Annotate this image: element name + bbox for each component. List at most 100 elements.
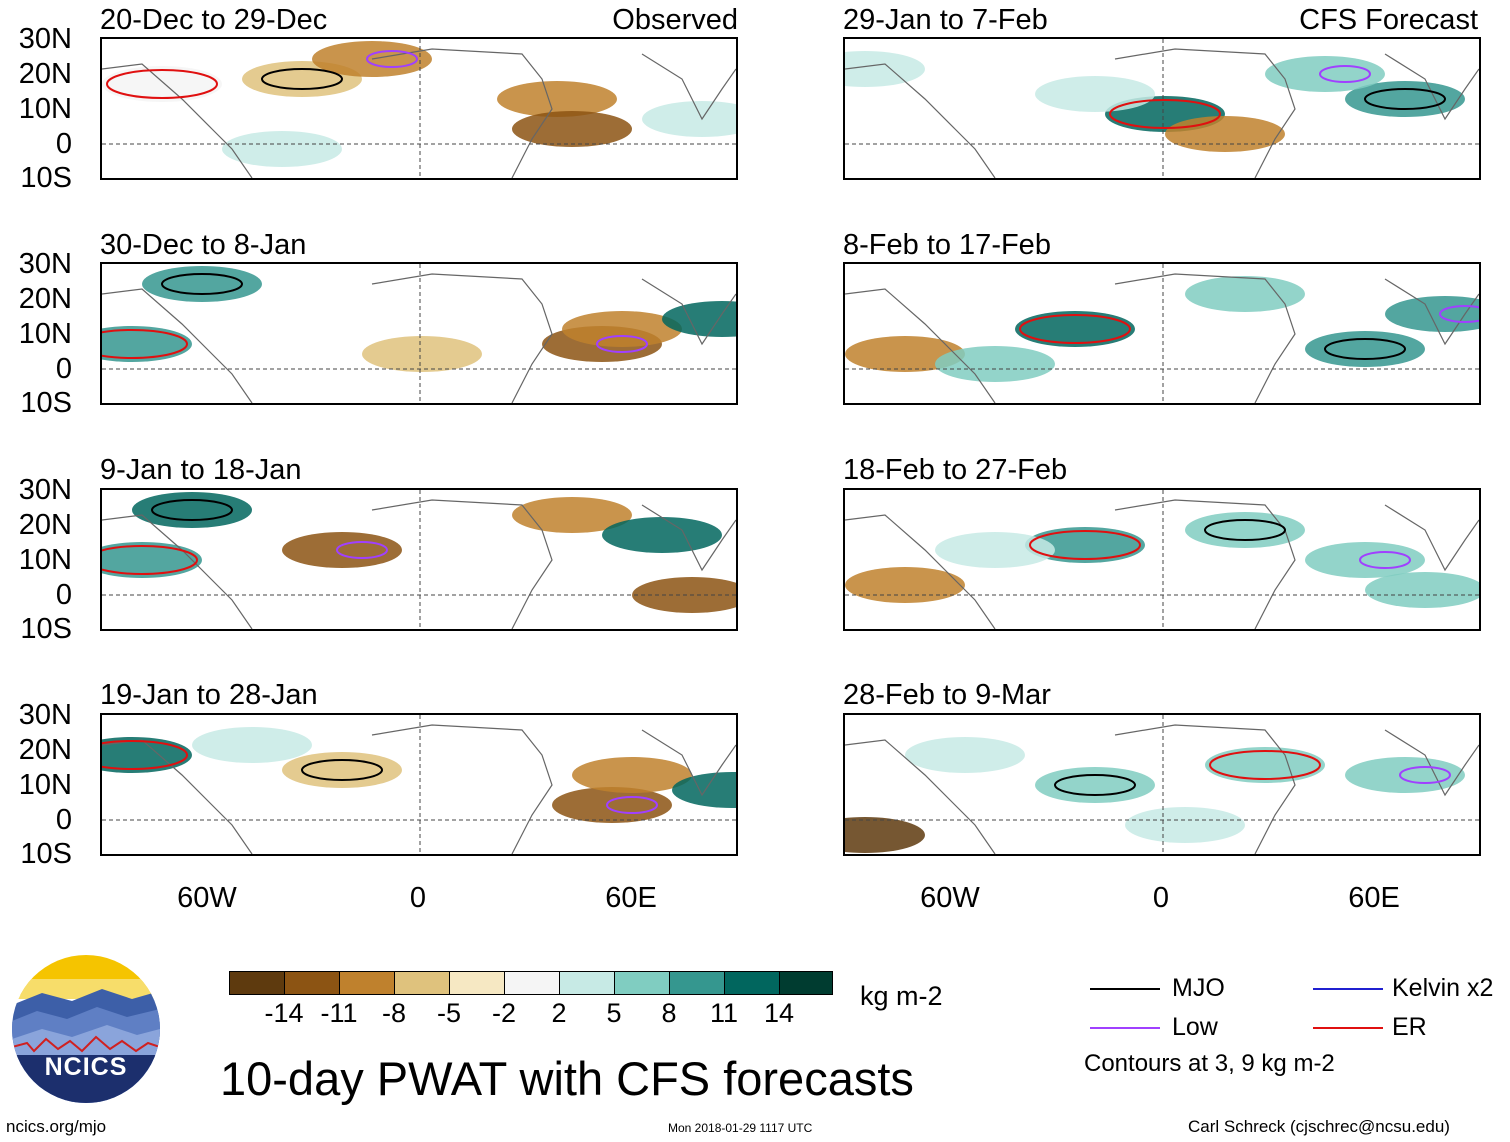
pwat-anomaly [662,301,736,337]
colorbar-label: 11 [709,998,739,1028]
americas-coastline [845,288,996,403]
colorbar-label: -11 [320,998,358,1028]
colorbar-label: 5 [606,998,622,1028]
asia-coastline [1384,729,1479,797]
low-contour [596,335,648,353]
low-contour [366,50,418,68]
low-contour [1439,305,1479,323]
lat-label: 10S [20,613,72,645]
lat-label: 0 [55,579,72,611]
lat-label: 20N [18,734,72,766]
colorbar-swatch [229,971,285,995]
africa-coastline [371,724,553,854]
legend-line-mjo [1090,988,1160,990]
lat-label: 10N [18,93,72,125]
mjo-contour [1364,88,1446,110]
pwat-anomaly [282,532,402,568]
lat-label: 0 [55,353,72,385]
panel-6-title: 18-Feb to 27-Feb [843,454,1068,486]
pwat-anomaly [362,336,482,372]
colorbar-swatch [614,971,670,995]
map-canvas [102,264,736,403]
lat-label: 30N [18,699,72,731]
panel-2-tag: CFS Forecast [1299,4,1478,36]
lat-label: 0 [55,804,72,836]
er-contour [1019,314,1131,344]
colorbar-label: 14 [763,998,795,1028]
ncics-logo: NCICS [12,955,160,1103]
pwat-anomaly [1165,116,1285,152]
colorbar-swatch [394,971,450,995]
colorbar-swatch [669,971,725,995]
er-contour [102,545,198,575]
lat-label: 30N [18,248,72,280]
lon-label: 60W [920,882,980,914]
pwat-anomaly [497,81,617,117]
americas-coastline [102,63,253,178]
pwat-anomaly [1035,767,1155,803]
asia-coastline [1384,504,1479,572]
lat-label: 20N [18,283,72,315]
er-contour [102,329,188,359]
legend-label-low: Low [1172,1013,1218,1041]
panel-3-title: 30-Dec to 8-Jan [100,229,307,261]
lon-label: 0 [1152,882,1170,914]
pwat-anomaly [1345,757,1465,793]
pwat-anomaly [905,737,1025,773]
pwat-anomaly [552,787,672,823]
colorbar-label: 8 [661,998,677,1028]
map-canvas [102,39,736,178]
mjo-contour [261,68,343,90]
pwat-anomaly [512,111,632,147]
pwat-anomaly [562,311,682,347]
lat-label: 10S [20,387,72,419]
lat-label: 0 [55,128,72,160]
panel-7-map [100,713,738,856]
colorbar-swatch [504,971,560,995]
lat-label: 10N [18,769,72,801]
lat-label: 30N [18,23,72,55]
africa-coastline [1114,273,1296,403]
pwat-anomaly [1125,807,1245,843]
panel-1-tag: Observed [612,4,738,36]
panel-7-title: 19-Jan to 28-Jan [100,679,318,711]
logo-text: NCICS [44,1053,128,1081]
pwat-anomaly [102,542,202,578]
lon-label: 60W [177,882,237,914]
lat-label: 10S [20,162,72,194]
colorbar-label: -5 [436,998,461,1028]
pwat-anomaly [845,51,925,87]
legend-line-kelvin [1313,988,1383,990]
map-canvas [845,715,1479,854]
pwat-anomaly [222,131,342,167]
map-canvas [845,264,1479,403]
africa-coastline [371,499,553,629]
pwat-anomaly [512,497,632,533]
er-contour [1209,750,1321,780]
americas-coastline [845,514,996,629]
lat-label: 10N [18,318,72,350]
er-contour [1029,530,1141,560]
africa-coastline [1114,48,1296,178]
colorbar-label: -2 [491,998,516,1028]
legend-line-er [1313,1027,1383,1029]
pwat-anomaly [1345,81,1465,117]
pwat-anomaly [1385,296,1479,332]
low-contour [606,796,658,814]
lat-label: 10S [20,838,72,870]
colorbar-units: kg m-2 [860,981,943,1011]
pwat-anomaly [1365,572,1479,608]
pwat-anomaly [642,101,736,137]
lat-label: 30N [18,474,72,506]
africa-coastline [371,273,553,403]
legend-label-kelvin: Kelvin x2 [1392,974,1494,1002]
pwat-anomaly [102,326,192,362]
panel-6-map [843,488,1481,631]
mjo-contour [1204,519,1286,541]
colorbar-swatch [779,971,833,995]
footer-credit: Carl Schreck (cjschrec@ncsu.edu) [1188,1117,1450,1136]
lon-label: 0 [409,882,427,914]
panel-8-map [843,713,1481,856]
map-canvas [845,39,1479,178]
pwat-anomaly [845,817,925,853]
